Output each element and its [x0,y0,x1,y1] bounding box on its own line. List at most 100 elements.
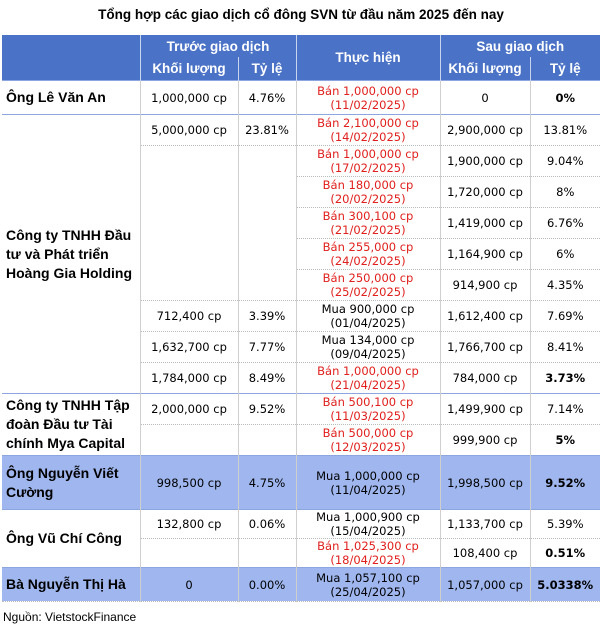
after-ratio: 13.81% [529,114,601,146]
header-cell: Trước giao dịch [139,35,296,57]
table-row: Công ty TNHH Đầu tư và Phát triển Hoàng … [2,114,601,394]
action-cell: Mua 1,000,900 cp (15/04/2025) [295,509,440,539]
header-cell: Sau giao dịch [439,35,601,57]
header-cell: Khối lượng [139,57,238,81]
action-cell: Bán 180,000 cp (20/02/2025) [295,176,440,208]
before-volume: 132,800 cp [139,509,238,539]
holder-name: Bà Nguyễn Thị Hà [2,567,140,602]
table-row: Ông Vũ Chí Công 132,800 cp 0.06% Mua 1,000,… [2,509,601,568]
table-row: Bán 500,000 cp (12/03/2025) 999,900 cp 5% [2,424,601,456]
action: Mua 134,000 cp [321,333,415,347]
action: Bán 2,100,000 cp [317,116,419,130]
after-volume: 1,720,000 cp [439,176,530,208]
holder-name: Công ty TNHH Đầu tư và Phát triển Hoàng … [2,114,140,394]
action: Bán 1,000,000 cp [317,147,419,161]
action-cell: Bán 300,100 cp (21/02/2025) [295,207,440,239]
action: Bán 300,100 cp [322,209,414,223]
action: Bán 255,000 cp [322,240,414,254]
action-cell: Mua 134,000 cp (09/04/2025) [295,331,440,363]
table-row: Bà Nguyễn Thị Hà 0 0.00% Mua 1,057,100 cp (2… [2,567,601,602]
date: (15/04/2025) [330,524,406,538]
holder-name: Công ty TNHH Tập đoàn Đầu tư Tài chính M… [2,393,140,456]
action-cell: Bán 1,000,000 cp (21/04/2025) [295,362,440,394]
holder-name: Ông Vũ Chí Công [2,509,140,568]
empty-cell [237,424,296,456]
action-cell: Bán 1,000,000 cp (11/02/2025) [295,80,440,115]
action-cell: Bán 1,000,000 cp (17/02/2025) [295,145,440,177]
action: Mua 1,000,000 cp [316,468,420,483]
after-volume: 1,612,400 cp [439,300,530,332]
before-volume: 998,500 cp [139,455,238,510]
table-row: Bán 180,000 cp (20/02/2025) 1,720,000 cp 8% [2,176,601,208]
table-row: Ông Lê Văn An 1,000,000 cp 4.76% Bán 1,000,… [2,80,601,115]
after-ratio: 8.41% [529,331,601,363]
transactions-table: Trước giao dịch Thực hiện Sau giao dịch … [2,35,601,602]
table-row: 712,400 cp 3.39% Mua 900,000 cp (01/04/2025… [2,300,601,332]
after-volume: 1,164,900 cp [439,238,530,270]
action-cell: Bán 500,100 cp (11/03/2025) [295,393,440,425]
after-volume: 1,900,000 cp [439,145,530,177]
header-cell: Thực hiện [295,35,440,81]
after-volume: 914,900 cp [439,269,530,301]
empty-cell [139,538,238,568]
before-ratio: 4.76% [237,80,296,115]
after-volume: 999,900 cp [439,424,530,456]
date: (17/02/2025) [330,161,406,175]
before-ratio: 7.77% [237,331,296,363]
after-ratio: 6% [529,238,601,270]
after-volume: 1,499,900 cp [439,393,530,425]
table-row: Ông Nguyễn Viết Cường 998,500 cp 4.75% Mua … [2,455,601,510]
date: (11/04/2025) [330,482,406,497]
after-volume: 1,766,700 cp [439,331,530,363]
empty-cell [139,145,238,301]
action-cell: Bán 1,025,300 cp (18/04/2025) [295,538,440,568]
date: (25/04/2025) [330,584,406,599]
before-volume: 1,632,700 cp [139,331,238,363]
header-row: Trước giao dịch Thực hiện Sau giao dịch [2,35,601,81]
title: Tổng hợp các giao dịch cổ đông SVN từ đầ… [98,7,504,22]
before-volume: 0 [139,567,238,602]
date: (21/02/2025) [330,223,406,237]
after-volume: 1,419,000 cp [439,207,530,239]
after-volume: 1,057,000 cp [439,567,530,602]
action: Bán 500,000 cp [322,426,414,440]
date: (11/02/2025) [330,97,406,112]
action-cell: Bán 250,000 cp (25/02/2025) [295,269,440,301]
after-ratio: 5.0338% [529,567,601,602]
date: (24/02/2025) [330,254,406,268]
action-cell: Mua 1,057,100 cp (25/04/2025) [295,567,440,602]
before-volume: 1,784,000 cp [139,362,238,394]
after-volume: 0 [439,80,530,115]
date: (21/04/2025) [330,378,406,392]
table-row: Bán 255,000 cp (24/02/2025) 1,164,900 cp 6% [2,238,601,270]
header-cell: Tỷ lệ [237,57,296,81]
after-volume: 784,000 cp [439,362,530,394]
date: (20/02/2025) [330,192,406,206]
header-row: Khối lượng Tỷ lệ Khối lượng Tỷ lệ [2,57,601,81]
before-ratio: 8.49% [237,362,296,394]
table-row: Công ty TNHH Tập đoàn Đầu tư Tài chính M… [2,393,601,456]
after-ratio: 9.04% [529,145,601,177]
action: Bán 250,000 cp [322,271,414,285]
empty-cell [139,424,238,456]
table-body: Ông Lê Văn An 1,000,000 cp 4.76% Bán 1,000,… [2,80,601,602]
action-cell: Bán 500,000 cp (12/03/2025) [295,424,440,456]
date: (01/04/2025) [330,316,406,330]
before-ratio: 0.00% [237,567,296,602]
table-row: Bán 1,000,000 cp (17/02/2025) 1,900,000 cp… [2,145,601,301]
action: Mua 1,000,900 cp [316,510,420,525]
before-volume: 5,000,000 cp [139,114,238,146]
after-volume: 1,133,700 cp [439,509,530,539]
action-cell: Mua 900,000 cp (01/04/2025) [295,300,440,332]
after-volume: 108,400 cp [439,538,530,568]
table-row: Bán 300,100 cp (21/02/2025) 1,419,000 cp 6.… [2,207,601,239]
header-cell: Khối lượng [439,57,530,81]
after-volume: 1,998,500 cp [439,455,530,510]
action: Bán 1,000,000 cp [317,364,419,378]
action: Bán 180,000 cp [322,178,414,192]
table-row: 1,784,000 cp 8.49% Bán 1,000,000 cp (21/04/… [2,362,601,394]
after-volume: 2,900,000 cp [439,114,530,146]
action-cell: Bán 255,000 cp (24/02/2025) [295,238,440,270]
after-ratio: 3.73% [529,362,601,394]
